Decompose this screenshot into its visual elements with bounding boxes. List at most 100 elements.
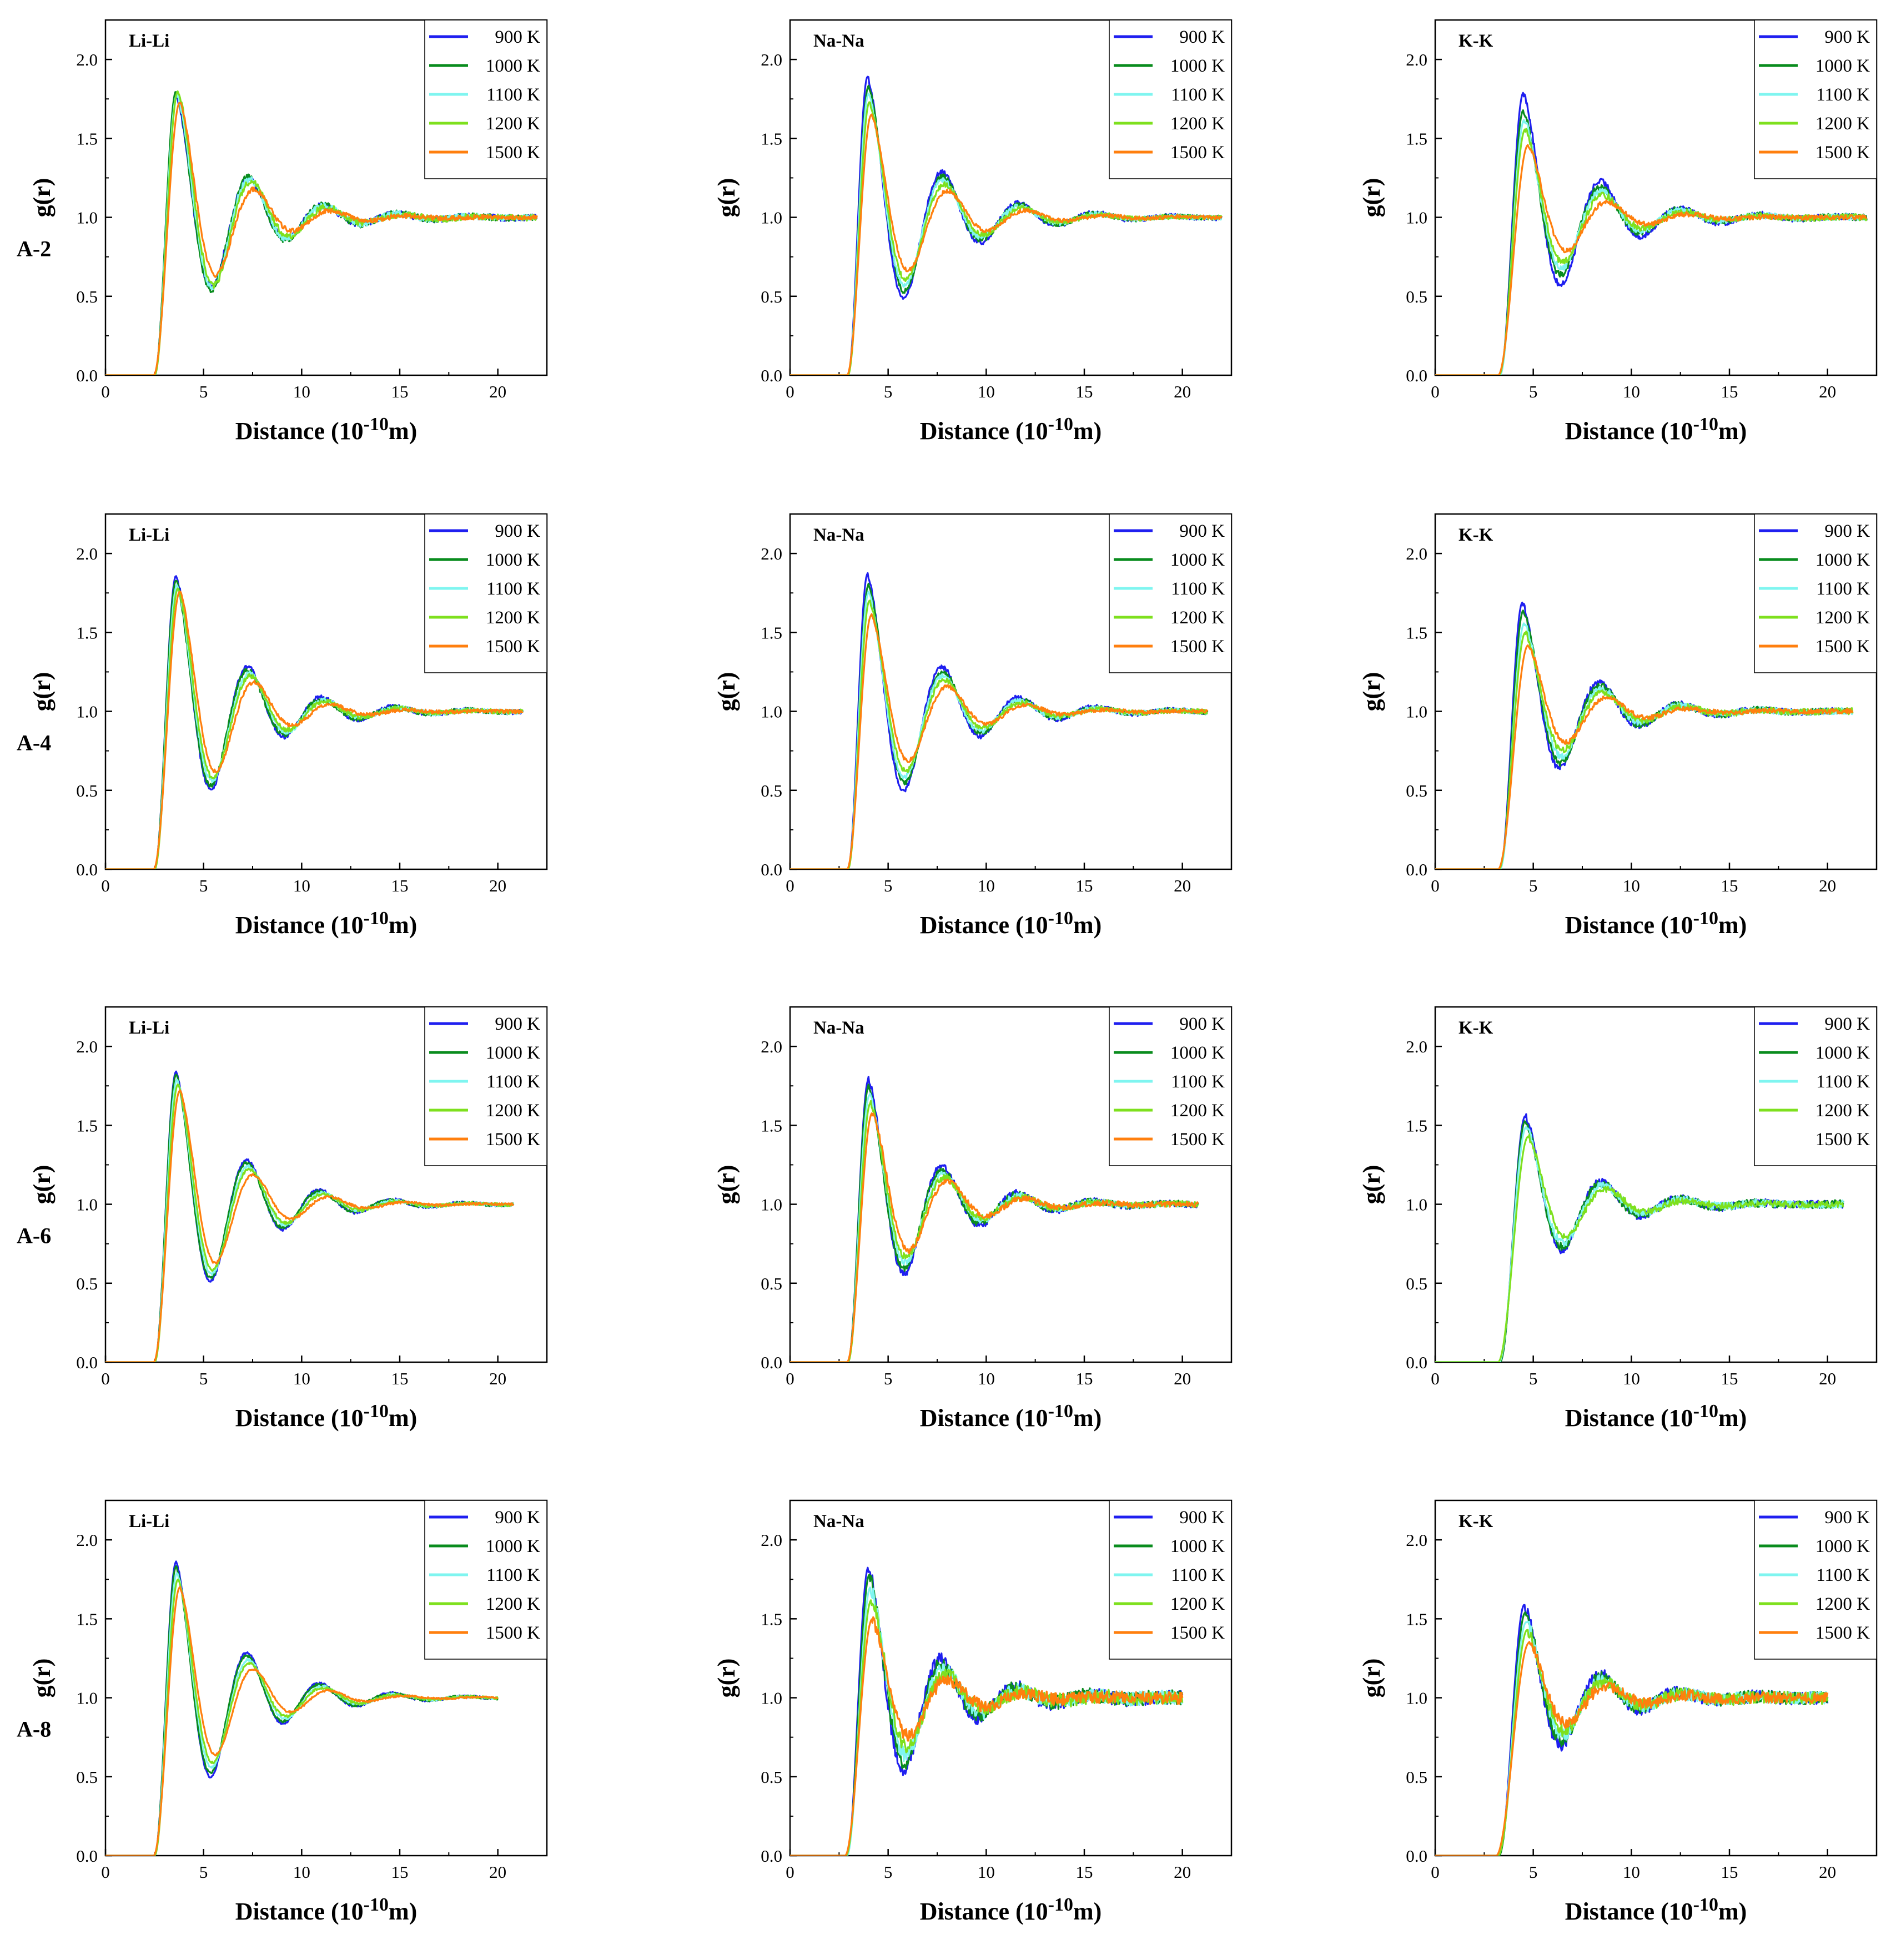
- y-tick-label: 1.0: [761, 1689, 782, 1708]
- x-tick-label: 15: [1721, 1369, 1738, 1388]
- x-tick-label: 10: [293, 382, 310, 401]
- y-tick-label: 2.0: [761, 544, 782, 563]
- legend-label: 1000 K: [1815, 56, 1870, 76]
- x-axis-title: Distance (10-10m): [920, 414, 1102, 445]
- panel-label: Li-Li: [129, 525, 169, 545]
- x-tick-label: 15: [1721, 382, 1738, 401]
- x-axis-title: Distance (10-10m): [235, 908, 418, 939]
- y-tick-label: 0.5: [76, 1274, 98, 1293]
- y-tick-label: 1.5: [1406, 1609, 1427, 1629]
- y-tick-label: 0.0: [76, 860, 98, 879]
- y-tick-label: 0.0: [76, 1846, 98, 1866]
- legend-label: 1200 K: [486, 114, 540, 134]
- y-tick-label: 0.0: [761, 1846, 782, 1866]
- y-tick-label: 2.0: [761, 1037, 782, 1056]
- y-tick-label: 1.5: [1406, 1116, 1427, 1135]
- legend-label: 1500 K: [486, 1623, 540, 1643]
- y-axis-title: g(r): [28, 178, 56, 218]
- legend-label: 1200 K: [486, 1101, 540, 1121]
- y-tick-label: 2.0: [76, 50, 98, 69]
- x-tick-label: 5: [884, 1862, 893, 1882]
- series-line-1500k: [105, 1585, 499, 1856]
- series-line-1200k: [105, 90, 537, 375]
- legend: 900 K 1000 K 1100 K 1200 K 1500 K: [424, 19, 547, 179]
- legend-box: [424, 1006, 547, 1166]
- series-line-1200k: [1435, 1133, 1844, 1362]
- x-axis-title: Distance (10-10m): [1565, 1401, 1747, 1432]
- legend-label: 1100 K: [486, 85, 540, 105]
- x-tick-label: 20: [1174, 1862, 1191, 1882]
- series-line-1500k: [1435, 644, 1854, 869]
- x-tick-label: 5: [199, 382, 208, 401]
- legend-label: 1100 K: [1816, 579, 1870, 599]
- legend-label: 1500 K: [1170, 637, 1225, 657]
- series-line-1500k: [105, 591, 524, 869]
- y-tick-label: 2.0: [1406, 1530, 1427, 1550]
- legend-label: 1000 K: [486, 550, 540, 570]
- x-tick-label: 15: [1721, 876, 1738, 895]
- x-axis-title: Distance (10-10m): [1565, 908, 1747, 939]
- panel-label: K-K: [1459, 1018, 1493, 1038]
- x-tick-label: 5: [199, 1369, 208, 1388]
- legend-label: 1200 K: [1815, 114, 1870, 134]
- panel-label: K-K: [1459, 1511, 1493, 1531]
- y-tick-label: 1.0: [76, 1195, 98, 1215]
- y-tick-label: 0.0: [76, 366, 98, 385]
- y-tick-label: 0.0: [1406, 860, 1427, 879]
- panel-label: K-K: [1459, 31, 1493, 51]
- x-tick-label: 5: [1529, 876, 1538, 895]
- x-axis-title: Distance (10-10m): [1565, 414, 1747, 445]
- legend-label: 900 K: [1824, 1014, 1870, 1034]
- y-tick-label: 1.5: [761, 1116, 782, 1135]
- y-tick-label: 1.5: [761, 129, 782, 148]
- y-tick-label: 1.5: [76, 129, 98, 148]
- legend: 900 K 1000 K 1100 K 1200 K 1500 K: [1754, 19, 1877, 179]
- y-tick-label: 2.0: [1406, 1037, 1427, 1056]
- x-tick-label: 15: [1076, 382, 1093, 401]
- x-tick-label: 10: [1623, 382, 1640, 401]
- panel-label: Li-Li: [129, 31, 169, 51]
- legend-label: 1500 K: [1170, 1623, 1225, 1643]
- legend: 900 K 1000 K 1100 K 1200 K 1500 K: [1109, 1500, 1232, 1660]
- x-tick-label: 15: [1076, 1369, 1093, 1388]
- legend: 900 K 1000 K 1100 K 1200 K 1500 K: [1109, 513, 1232, 673]
- x-tick-label: 5: [1529, 1862, 1538, 1882]
- y-tick-label: 0.5: [1406, 781, 1427, 800]
- y-tick-label: 0.0: [761, 1353, 782, 1372]
- legend-label: 900 K: [495, 1508, 540, 1528]
- x-tick-label: 0: [786, 1862, 794, 1882]
- legend-label: 1000 K: [1170, 1043, 1225, 1063]
- y-axis-title: g(r): [28, 1659, 56, 1698]
- x-tick-label: 20: [489, 382, 506, 401]
- x-tick-label: 0: [786, 382, 794, 401]
- row-label: A-2: [17, 236, 51, 261]
- y-axis-title: g(r): [713, 178, 740, 218]
- x-tick-label: 10: [978, 876, 995, 895]
- y-tick-label: 2.0: [76, 1530, 98, 1550]
- x-tick-label: 20: [1174, 382, 1191, 401]
- legend-label: 1100 K: [1171, 579, 1225, 599]
- y-tick-label: 1.0: [1406, 1689, 1427, 1708]
- series-line-1500k: [105, 1089, 515, 1362]
- x-tick-label: 10: [978, 1862, 995, 1882]
- y-tick-label: 1.5: [76, 623, 98, 642]
- x-tick-label: 0: [786, 876, 794, 895]
- panel-label: Li-Li: [129, 1018, 169, 1038]
- legend-label: 1200 K: [486, 1594, 540, 1614]
- x-tick-label: 20: [489, 876, 506, 895]
- x-tick-label: 0: [1431, 876, 1440, 895]
- x-axis-title: Distance (10-10m): [235, 414, 418, 445]
- legend-label: 1200 K: [1170, 608, 1225, 628]
- rdf-panel-a-4-na-na: 0 5 10 15 20 0.0 0.5 1.0 1.5 2.0 Distance (10-10m)…: [713, 513, 1233, 939]
- x-tick-label: 0: [1431, 382, 1440, 401]
- legend-label: 1100 K: [1171, 1072, 1225, 1092]
- x-axis-title: Distance (10-10m): [920, 908, 1102, 939]
- legend: 900 K 1000 K 1100 K 1200 K 1500 K: [1754, 1500, 1877, 1660]
- legend-label: 1500 K: [1815, 637, 1870, 657]
- x-tick-label: 20: [1819, 1369, 1836, 1388]
- y-axis-title: g(r): [713, 1659, 740, 1698]
- x-tick-label: 0: [1431, 1862, 1440, 1882]
- y-axis-title: g(r): [1358, 672, 1385, 712]
- legend-label: 1000 K: [1815, 550, 1870, 570]
- y-axis-title: g(r): [1358, 1165, 1385, 1205]
